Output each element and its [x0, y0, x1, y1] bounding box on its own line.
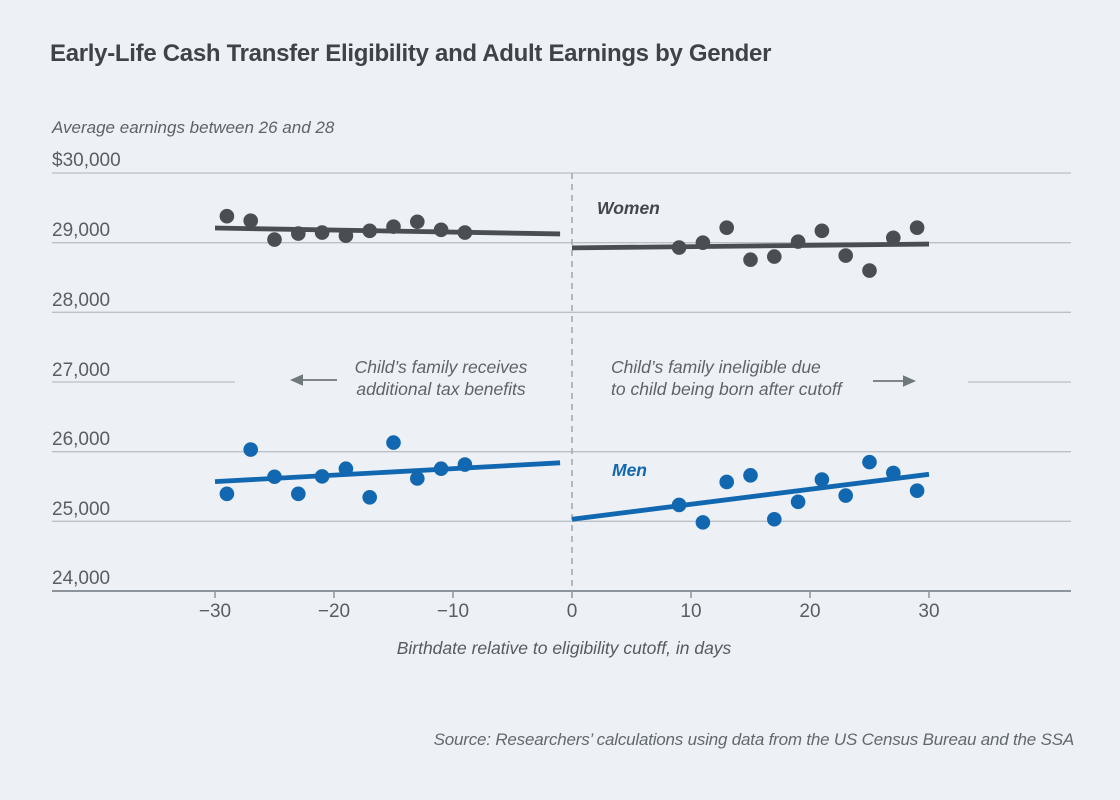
women-data-point: [719, 220, 734, 235]
women-data-point: [790, 234, 806, 249]
series-label-women: Women: [597, 198, 660, 218]
men-data-point: [719, 474, 734, 490]
women-data-point: [362, 223, 378, 239]
men-data-point: [267, 469, 282, 485]
men-data-point: [695, 515, 711, 530]
women-data-point: [314, 225, 330, 240]
y-tick-label: 29,000: [52, 220, 111, 241]
men-data-point: [386, 435, 401, 450]
men-data-point: [291, 486, 306, 502]
chart-title: Early-Life Cash Transfer Eligibility and…: [50, 40, 772, 67]
annotation-ineligible: Child’s family ineligible due to child b…: [611, 356, 881, 400]
men-data-point: [790, 494, 806, 510]
annotation-line: Child’s family ineligible due: [611, 357, 821, 377]
women-data-point: [338, 228, 354, 243]
men-data-point: [814, 472, 830, 487]
y-tick-label: 25,000: [52, 499, 111, 520]
women-data-point: [267, 232, 282, 247]
women-fit-line: [571, 241, 930, 251]
men-data-point: [362, 489, 378, 505]
y-tick-label: 28,000: [52, 290, 111, 311]
women-data-point: [433, 222, 449, 238]
series-label-men: Men: [612, 460, 647, 480]
y-axis-title: Average earnings between 26 and 28: [52, 118, 335, 137]
x-axis-title: Birthdate relative to eligibility cutoff…: [396, 638, 732, 658]
x-tick-label: 0: [566, 601, 578, 622]
men-data-point: [338, 461, 354, 477]
x-tick-label: 10: [680, 601, 702, 622]
women-data-point: [886, 230, 901, 246]
x-tick-label: −30: [198, 601, 232, 622]
women-data-point: [291, 226, 306, 241]
y-tick-label: 24,000: [52, 568, 111, 589]
women-data-point: [695, 235, 711, 250]
women-data-point: [410, 214, 425, 230]
arrow-left-head-icon: [290, 374, 303, 386]
women-data-point: [386, 219, 401, 234]
men-fit-line: [214, 460, 561, 485]
women-fit-line: [214, 225, 561, 237]
women-data-point: [909, 220, 925, 235]
source-note: Source: Researchers’ calculations using …: [433, 730, 1075, 749]
men-data-point: [433, 461, 449, 477]
men-data-point: [909, 483, 925, 498]
women-data-point: [671, 240, 687, 255]
annotation-line: Child’s family receives: [354, 357, 528, 377]
x-tick-label: 30: [918, 601, 940, 622]
men-data-point: [886, 465, 901, 481]
men-data-point: [457, 457, 473, 472]
men-data-point: [838, 488, 853, 503]
men-data-point: [219, 486, 235, 502]
men-data-point: [243, 442, 258, 457]
men-data-point: [671, 497, 687, 513]
men-data-point: [767, 511, 782, 527]
x-tick-label: 20: [799, 601, 821, 622]
y-tick-label: 27,000: [52, 360, 111, 381]
annotation-line: to child being born after cutoff: [611, 379, 842, 399]
women-data-point: [767, 249, 782, 264]
women-data-point: [457, 225, 473, 240]
women-data-point: [743, 252, 758, 268]
men-data-point: [743, 468, 758, 483]
women-data-point: [838, 248, 853, 263]
y-tick-label: $30,000: [52, 150, 121, 171]
annotation-line: additional tax benefits: [356, 379, 526, 399]
men-data-point: [314, 469, 330, 484]
arrow-right-head-icon: [903, 375, 916, 387]
women-data-point: [243, 213, 258, 229]
women-data-point: [219, 208, 235, 224]
women-data-point: [814, 223, 830, 239]
women-data-point: [862, 263, 877, 278]
annotation-eligible: Child’s family receives additional tax b…: [336, 356, 546, 400]
x-tick-label: −10: [436, 601, 470, 622]
men-data-point: [862, 454, 877, 470]
y-tick-label: 26,000: [52, 429, 111, 450]
men-fit-line: [571, 471, 930, 522]
men-data-point: [410, 471, 425, 486]
x-tick-label: −20: [317, 601, 351, 622]
